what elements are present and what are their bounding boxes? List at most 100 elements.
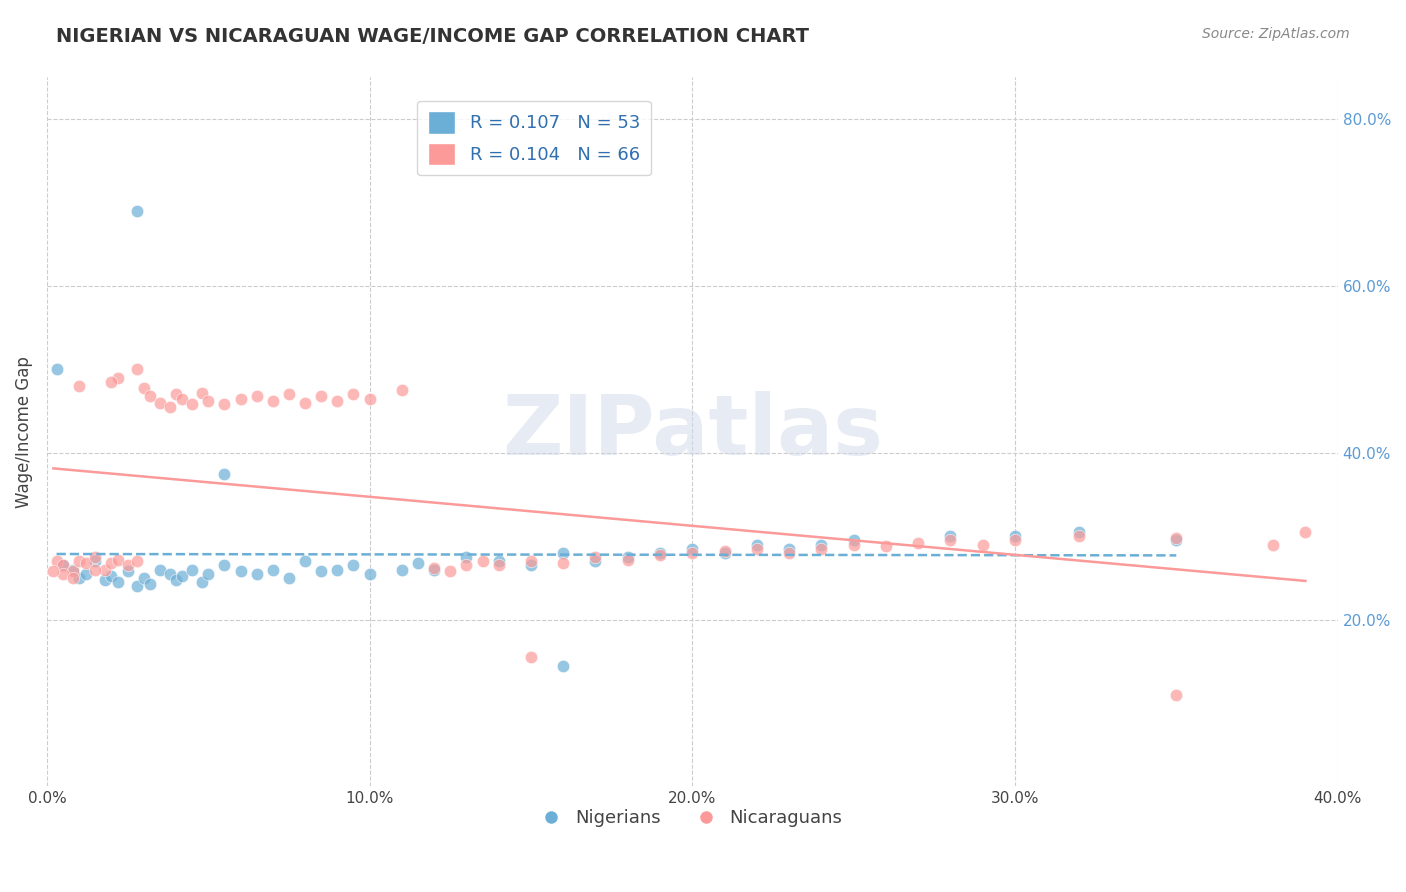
Point	[67, 571, 90, 585]
Point	[1166, 533, 1188, 548]
Point	[214, 558, 236, 573]
Point	[107, 370, 129, 384]
Point	[342, 387, 364, 401]
Point	[391, 384, 413, 398]
Point	[488, 554, 510, 568]
Point	[67, 554, 90, 568]
Point	[229, 564, 252, 578]
Point	[907, 536, 929, 550]
Point	[94, 573, 117, 587]
Point	[277, 571, 299, 585]
Point	[1004, 529, 1026, 543]
Point	[456, 558, 478, 573]
Point	[553, 546, 575, 560]
Point	[214, 467, 236, 481]
Point	[842, 533, 865, 548]
Point	[139, 576, 162, 591]
Point	[423, 561, 446, 575]
Point	[359, 566, 381, 581]
Point	[391, 563, 413, 577]
Point	[1004, 533, 1026, 548]
Point	[262, 563, 284, 577]
Point	[488, 558, 510, 573]
Point	[107, 575, 129, 590]
Point	[1069, 524, 1091, 539]
Point	[197, 566, 219, 581]
Point	[159, 566, 181, 581]
Point	[52, 558, 75, 573]
Point	[214, 397, 236, 411]
Point	[84, 550, 107, 565]
Point	[52, 566, 75, 581]
Point	[62, 571, 84, 585]
Point	[423, 563, 446, 577]
Point	[1069, 529, 1091, 543]
Point	[745, 541, 768, 556]
Point	[648, 546, 671, 560]
Point	[165, 387, 187, 401]
Point	[127, 362, 149, 376]
Point	[127, 579, 149, 593]
Point	[520, 554, 543, 568]
Point	[294, 554, 316, 568]
Point	[42, 564, 65, 578]
Point	[648, 548, 671, 562]
Point	[326, 394, 349, 409]
Point	[875, 539, 897, 553]
Point	[45, 554, 67, 568]
Point	[326, 563, 349, 577]
Point	[127, 203, 149, 218]
Point	[67, 379, 90, 393]
Point	[681, 541, 703, 556]
Point	[713, 544, 735, 558]
Point	[262, 394, 284, 409]
Point	[842, 538, 865, 552]
Point	[75, 556, 97, 570]
Text: Source: ZipAtlas.com: Source: ZipAtlas.com	[1202, 27, 1350, 41]
Point	[585, 554, 607, 568]
Point	[132, 571, 155, 585]
Point	[616, 550, 638, 565]
Point	[277, 387, 299, 401]
Point	[127, 554, 149, 568]
Point	[1261, 538, 1284, 552]
Point	[810, 541, 832, 556]
Point	[149, 563, 172, 577]
Point	[181, 563, 204, 577]
Point	[84, 554, 107, 568]
Point	[75, 566, 97, 581]
Point	[309, 389, 332, 403]
Point	[45, 362, 67, 376]
Point	[309, 564, 332, 578]
Point	[100, 556, 122, 570]
Point	[191, 575, 214, 590]
Legend: Nigerians, Nicaraguans: Nigerians, Nicaraguans	[536, 802, 849, 834]
Point	[117, 564, 139, 578]
Point	[62, 563, 84, 577]
Point	[1294, 524, 1316, 539]
Text: NIGERIAN VS NICARAGUAN WAGE/INCOME GAP CORRELATION CHART: NIGERIAN VS NICARAGUAN WAGE/INCOME GAP C…	[56, 27, 810, 45]
Point	[117, 558, 139, 573]
Point	[52, 558, 75, 573]
Point	[100, 569, 122, 583]
Point	[84, 563, 107, 577]
Point	[406, 556, 429, 570]
Point	[585, 550, 607, 565]
Point	[810, 538, 832, 552]
Point	[553, 658, 575, 673]
Point	[520, 650, 543, 665]
Point	[139, 389, 162, 403]
Point	[149, 396, 172, 410]
Point	[342, 558, 364, 573]
Point	[778, 546, 800, 560]
Point	[471, 554, 494, 568]
Point	[294, 396, 316, 410]
Point	[439, 564, 461, 578]
Text: ZIPatlas: ZIPatlas	[502, 392, 883, 473]
Point	[972, 538, 994, 552]
Point	[616, 552, 638, 566]
Y-axis label: Wage/Income Gap: Wage/Income Gap	[15, 356, 32, 508]
Point	[132, 381, 155, 395]
Point	[191, 385, 214, 400]
Point	[713, 546, 735, 560]
